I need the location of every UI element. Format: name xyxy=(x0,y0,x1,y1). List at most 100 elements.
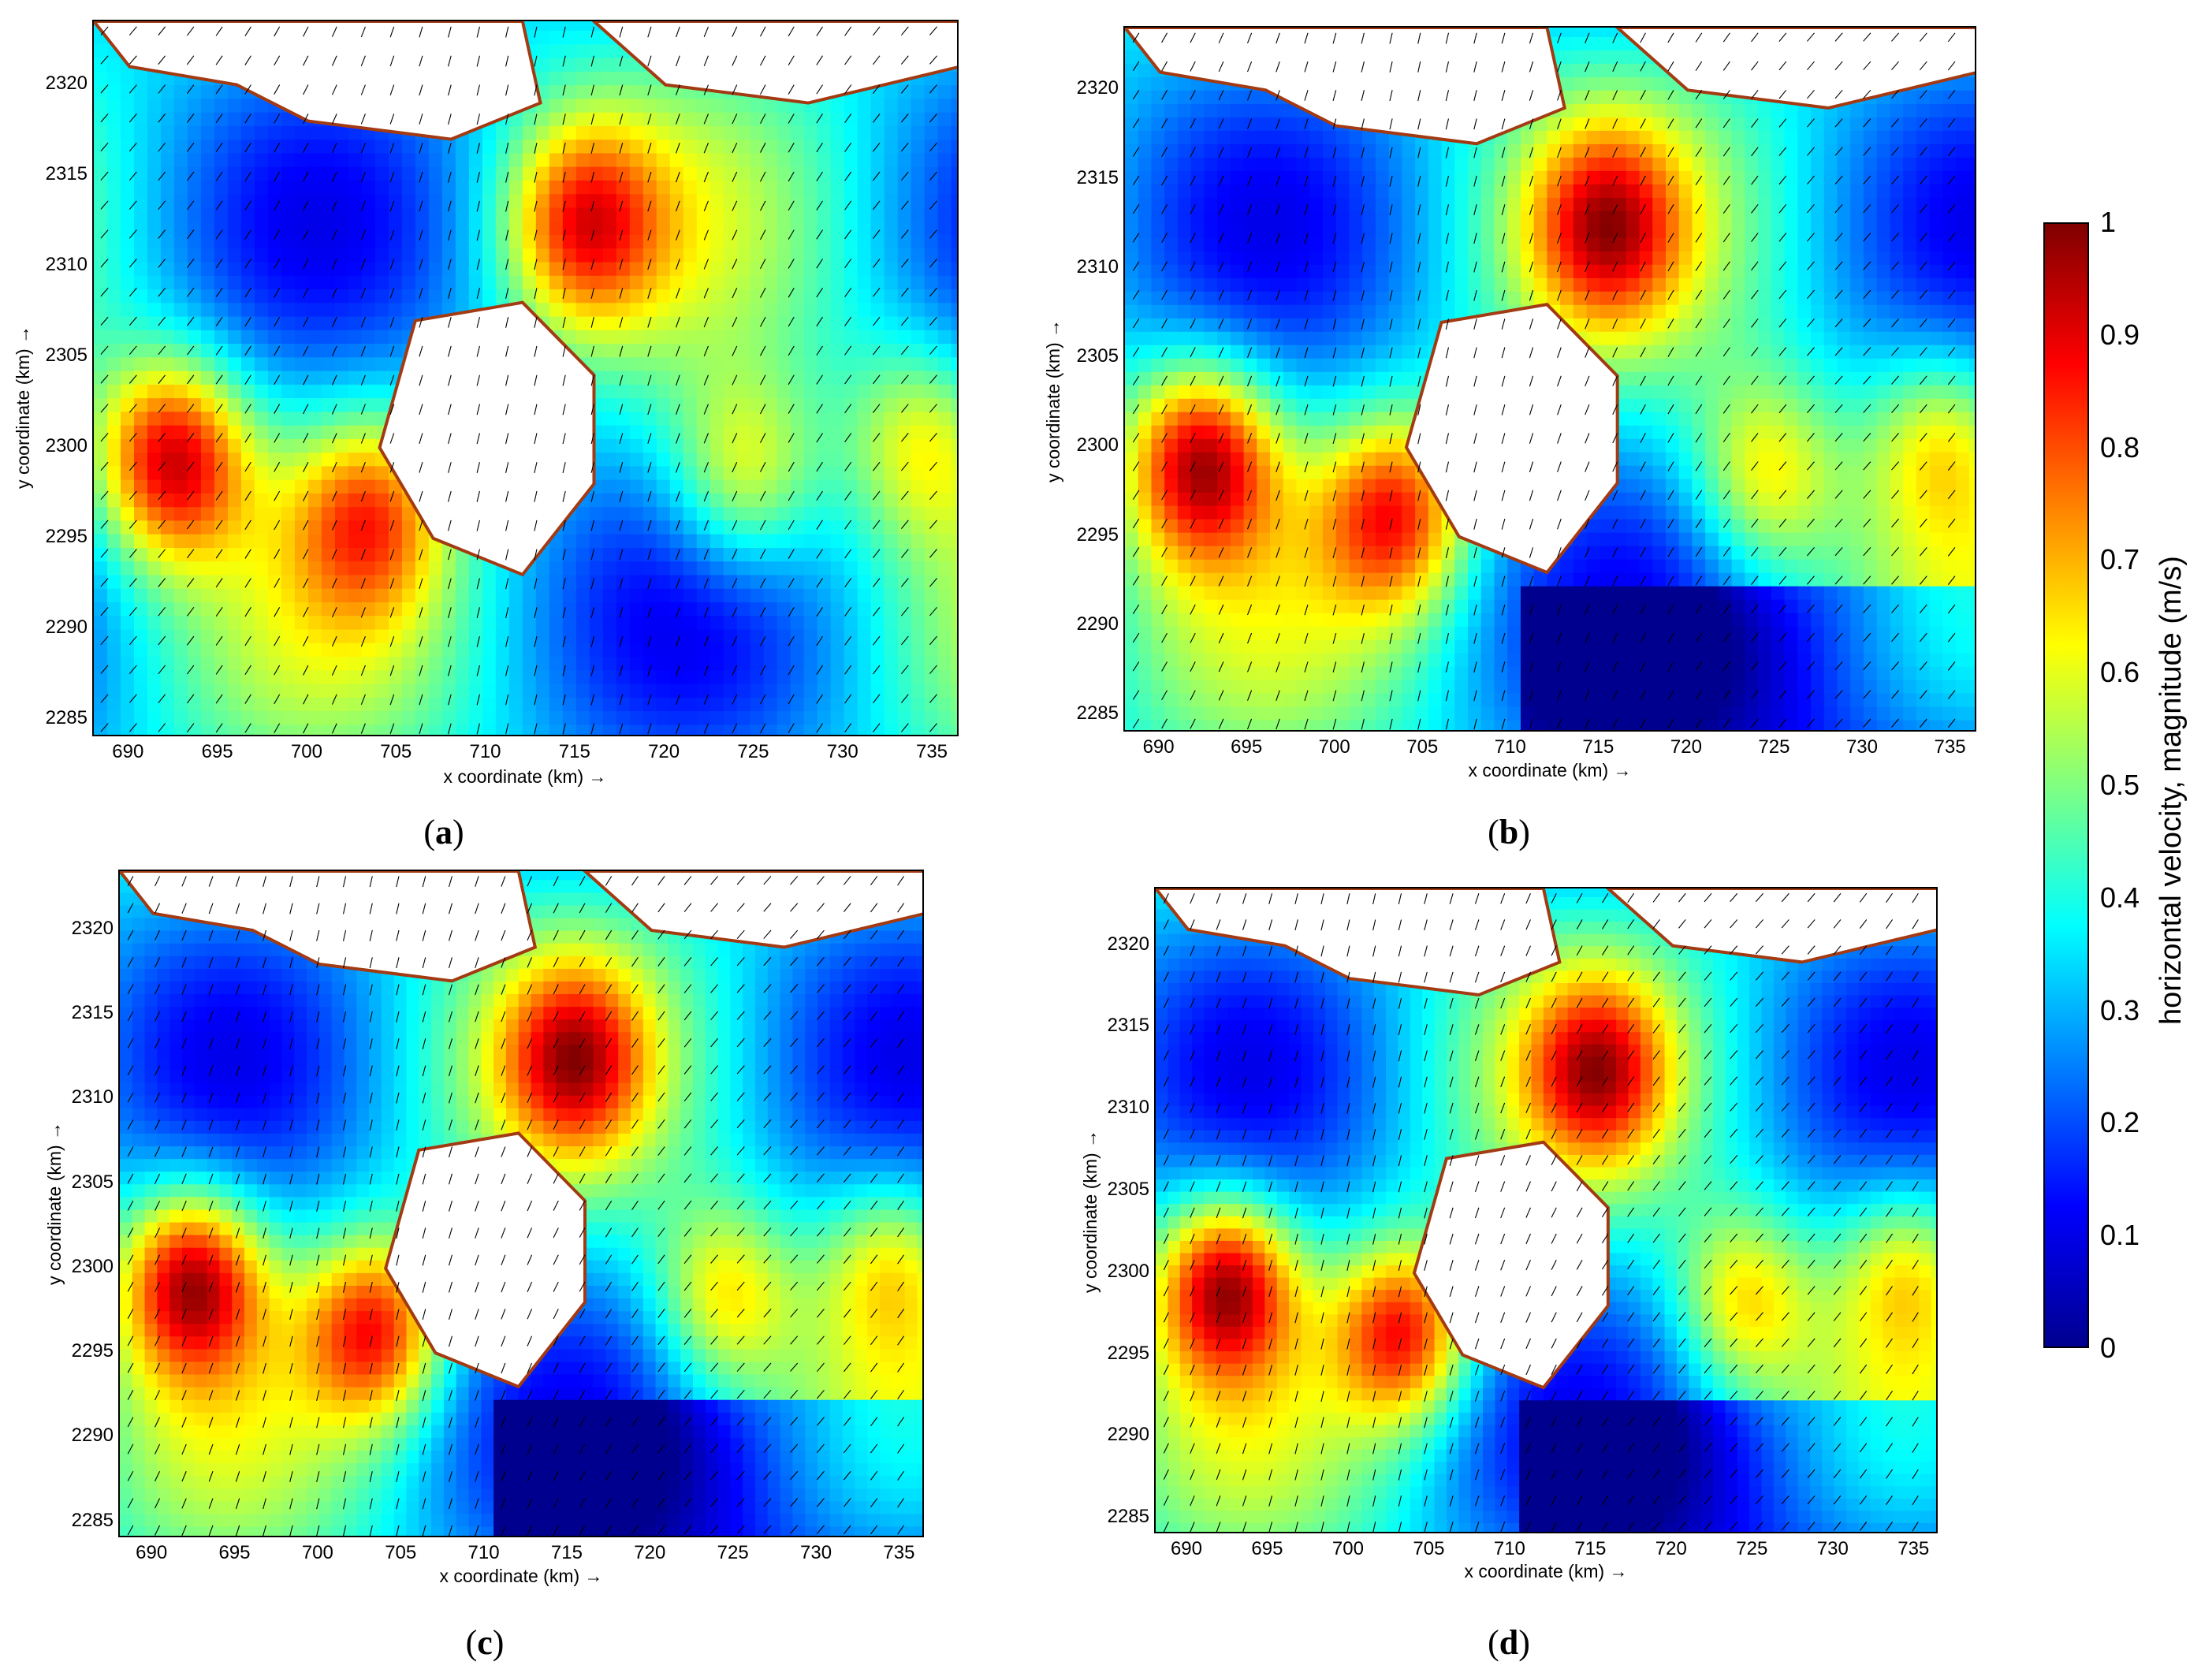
flow-arrow xyxy=(619,143,624,154)
velocity-cell xyxy=(1204,90,1218,104)
velocity-cell xyxy=(1217,465,1231,479)
velocity-cell xyxy=(1164,237,1179,251)
velocity-cell xyxy=(428,261,443,276)
velocity-cell xyxy=(1257,613,1271,627)
velocity-cell xyxy=(1309,331,1324,345)
velocity-cell xyxy=(656,506,671,521)
velocity-cell xyxy=(173,166,188,181)
velocity-cell xyxy=(656,152,671,167)
velocity-cell xyxy=(374,669,389,684)
velocity-cell xyxy=(508,139,523,154)
velocity-cell xyxy=(374,330,389,345)
velocity-cell xyxy=(374,697,389,712)
velocity-cell xyxy=(790,479,805,494)
velocity-cell xyxy=(696,397,711,412)
flow-arrow xyxy=(647,635,652,647)
velocity-cell xyxy=(160,520,175,535)
velocity-cell xyxy=(1138,358,1153,372)
velocity-cell xyxy=(911,615,925,630)
flow-arrow xyxy=(128,259,137,268)
velocity-cell xyxy=(227,574,242,589)
velocity-cell xyxy=(94,112,108,126)
velocity-cell xyxy=(951,139,957,154)
velocity-cell xyxy=(736,397,751,412)
velocity-cell xyxy=(1204,505,1218,520)
velocity-cell xyxy=(388,248,403,263)
flow-arrow xyxy=(647,259,652,270)
flow-arrow xyxy=(759,404,766,415)
velocity-cell xyxy=(629,370,644,385)
velocity-cell xyxy=(535,71,550,86)
velocity-cell xyxy=(924,465,939,480)
velocity-cell xyxy=(763,207,778,222)
flow-arrow xyxy=(331,288,337,299)
velocity-cell xyxy=(1296,599,1310,613)
velocity-cell xyxy=(562,534,577,548)
velocity-cell xyxy=(1217,586,1231,600)
velocity-cell xyxy=(214,261,229,276)
x-tick-label: 725 xyxy=(737,741,769,762)
velocity-cell xyxy=(294,683,309,698)
velocity-cell xyxy=(776,330,791,345)
velocity-cell xyxy=(616,643,631,657)
velocity-cell xyxy=(321,356,336,371)
velocity-cell xyxy=(1190,680,1205,694)
velocity-cell xyxy=(508,193,523,208)
flow-arrow xyxy=(732,200,738,211)
velocity-cell xyxy=(214,520,229,535)
velocity-cell xyxy=(696,710,711,725)
velocity-cell xyxy=(147,493,162,508)
flow-arrow xyxy=(505,433,509,445)
velocity-cell xyxy=(763,98,778,113)
velocity-cell xyxy=(214,248,229,263)
flow-arrow xyxy=(590,694,595,706)
velocity-cell xyxy=(897,683,912,698)
velocity-cell xyxy=(1190,345,1205,359)
velocity-cell xyxy=(844,643,858,657)
flow-arrow xyxy=(590,404,595,415)
velocity-cell xyxy=(924,534,939,548)
velocity-cell xyxy=(508,615,523,630)
velocity-cell xyxy=(495,275,510,290)
velocity-cell xyxy=(656,193,671,208)
velocity-cell xyxy=(602,289,617,304)
velocity-cell xyxy=(857,656,872,671)
flow-arrow xyxy=(419,665,423,676)
velocity-field-b xyxy=(1125,28,1975,730)
flow-arrow xyxy=(215,114,223,124)
velocity-cell xyxy=(147,425,162,439)
velocity-cell xyxy=(1177,157,1192,171)
flow-arrow xyxy=(215,374,223,385)
velocity-cell xyxy=(428,248,443,263)
velocity-cell xyxy=(401,180,416,195)
velocity-cell xyxy=(884,261,899,276)
velocity-cell xyxy=(870,643,885,657)
velocity-cell xyxy=(428,697,443,712)
velocity-cell xyxy=(937,574,952,589)
velocity-cell xyxy=(790,493,805,508)
velocity-cell xyxy=(844,356,858,371)
velocity-cell xyxy=(147,221,162,235)
velocity-cell xyxy=(455,615,470,630)
velocity-cell xyxy=(803,330,818,345)
velocity-cell xyxy=(1177,184,1192,198)
velocity-cell xyxy=(441,180,456,195)
velocity-cell xyxy=(535,43,550,58)
velocity-cell xyxy=(656,438,671,453)
velocity-cell xyxy=(106,370,121,385)
flow-arrow xyxy=(128,694,137,703)
velocity-cell xyxy=(1230,117,1245,131)
velocity-cell xyxy=(106,506,121,521)
velocity-cell xyxy=(776,166,791,181)
velocity-cell xyxy=(294,343,309,358)
flow-arrow xyxy=(562,345,566,357)
velocity-cell xyxy=(361,152,376,167)
velocity-cell xyxy=(173,656,188,671)
flow-arrow xyxy=(619,607,624,618)
flow-arrow xyxy=(619,520,624,531)
velocity-cell xyxy=(696,221,711,235)
velocity-cell xyxy=(669,656,684,671)
velocity-cell xyxy=(468,643,483,657)
velocity-cell xyxy=(147,261,162,276)
velocity-cell xyxy=(147,724,162,735)
